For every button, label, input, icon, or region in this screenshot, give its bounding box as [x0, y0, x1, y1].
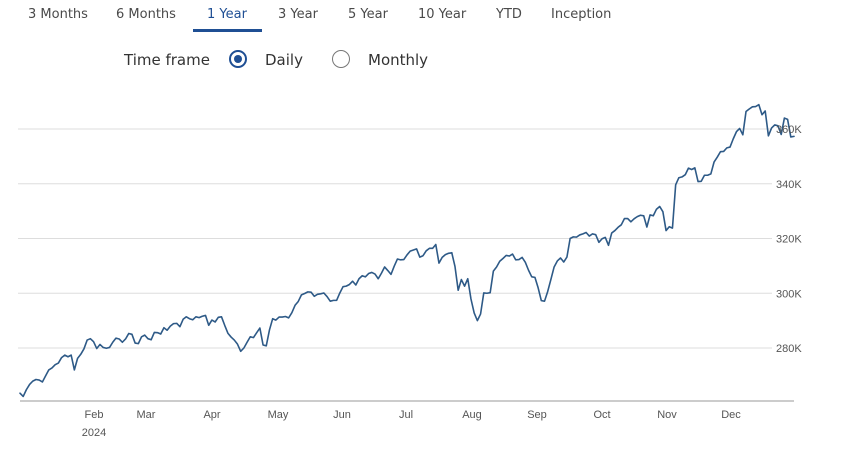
x-tick-label: Mar	[137, 409, 156, 421]
tab-3-year[interactable]: 3 Year	[278, 7, 318, 22]
tab-3-months[interactable]: 3 Months	[28, 7, 88, 22]
x-year-label: 2024	[82, 427, 106, 439]
tab-10-year[interactable]: 10 Year	[418, 7, 467, 22]
tab-inception[interactable]: Inception	[551, 7, 612, 22]
monthly-radio[interactable]	[332, 50, 350, 68]
x-tick-label: Dec	[721, 409, 741, 421]
x-tick-label: Feb	[85, 409, 104, 421]
y-tick-label: 340K	[776, 179, 802, 191]
x-tick-label: Nov	[657, 409, 677, 421]
tab-5-year[interactable]: 5 Year	[348, 7, 388, 22]
x-tick-label: Oct	[593, 409, 610, 421]
x-tick-label: May	[268, 409, 289, 421]
x-tick-label: Aug	[462, 409, 482, 421]
tab-6-months[interactable]: 6 Months	[116, 7, 176, 22]
y-tick-label: 320K	[776, 234, 802, 246]
x-tick-label: Apr	[203, 409, 220, 421]
series-line	[19, 103, 795, 398]
y-tick-label: 300K	[776, 288, 802, 300]
x-axis-ticks: Feb Mar Apr May Jun Jul Aug Sep Oct Nov Dec 2024	[82, 409, 742, 439]
y-axis-ticks: 280K 300K 320K 340K 360K	[776, 124, 802, 355]
timeframe-selector: Time frame Daily Monthly	[0, 48, 849, 74]
active-tab-indicator	[193, 29, 262, 32]
period-tabs: 3 Months 6 Months 1 Year 3 Year 5 Year 1…	[0, 0, 849, 32]
daily-radio[interactable]	[229, 50, 247, 68]
x-tick-label: Jul	[399, 409, 413, 421]
monthly-label[interactable]: Monthly	[368, 51, 429, 69]
daily-label[interactable]: Daily	[265, 51, 303, 69]
tab-ytd[interactable]: YTD	[496, 7, 522, 22]
timeframe-label: Time frame	[124, 51, 210, 69]
y-tick-label: 360K	[776, 124, 802, 136]
grid-lines	[18, 128, 772, 349]
tab-1-year[interactable]: 1 Year	[207, 7, 247, 22]
x-tick-label: Sep	[527, 409, 547, 421]
x-tick-label: Jun	[333, 409, 351, 421]
y-tick-label: 280K	[776, 343, 802, 355]
